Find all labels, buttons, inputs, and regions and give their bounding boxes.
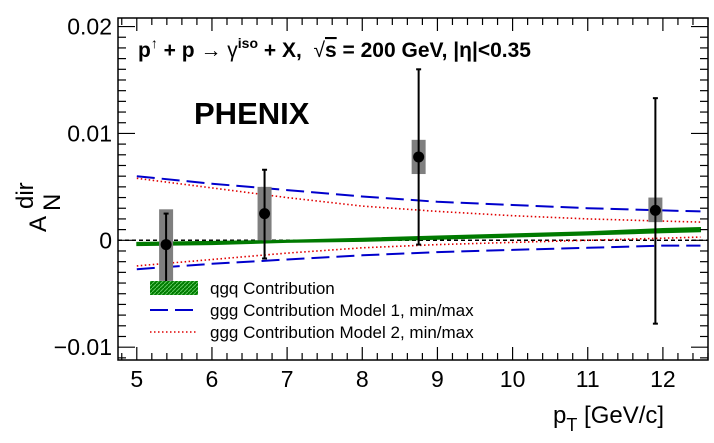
x-tick-label: 9 — [431, 366, 444, 392]
experiment-label: PHENIX — [194, 96, 310, 131]
model1-min-curve — [136, 244, 701, 271]
data-point — [160, 239, 172, 251]
legend: qgq Contribution ggg Contribution Model 1… — [150, 279, 474, 342]
x-tick-label: 11 — [576, 366, 600, 392]
model2-max-curve — [136, 177, 701, 223]
data-point — [413, 151, 425, 163]
y-tick-label: 0 — [99, 227, 112, 253]
x-tick-label: 10 — [500, 366, 526, 392]
x-axis-title: pT [GeV/c] — [553, 402, 664, 435]
model1-max-curve — [136, 175, 701, 213]
plot-frame — [117, 17, 709, 361]
y-tick-label: 0.02 — [67, 14, 112, 40]
x-tick-label: 12 — [650, 366, 676, 392]
y-axis-title: A dir N — [12, 182, 66, 232]
model2-min-curve — [136, 236, 701, 267]
plot-area — [118, 68, 708, 325]
reaction-label: p↑ + p → γiso + X, √s = 200 GeV, |η|<0.3… — [138, 35, 531, 62]
x-tick-label: 5 — [130, 366, 143, 392]
legend-label: ggg Contribution Model 1, min/max — [210, 301, 474, 320]
legend-swatch-qgq — [150, 281, 198, 295]
data-point — [649, 204, 661, 216]
svg-text:A: A — [25, 216, 52, 232]
x-tick-label: 6 — [206, 366, 219, 392]
data-point — [259, 208, 271, 220]
legend-label: qgq Contribution — [210, 279, 335, 298]
svg-text:N: N — [39, 194, 66, 211]
axes: 5 6 7 8 9 10 11 12 −0.01 0 0.01 0.02 — [54, 14, 709, 392]
svg-text:dir: dir — [12, 182, 39, 209]
y-tick-label: 0.01 — [67, 120, 112, 146]
x-tick-label: 8 — [356, 366, 369, 392]
y-tick-label: −0.01 — [54, 334, 112, 360]
legend-label: ggg Contribution Model 2, min/max — [210, 323, 474, 342]
x-tick-label: 7 — [281, 366, 294, 392]
